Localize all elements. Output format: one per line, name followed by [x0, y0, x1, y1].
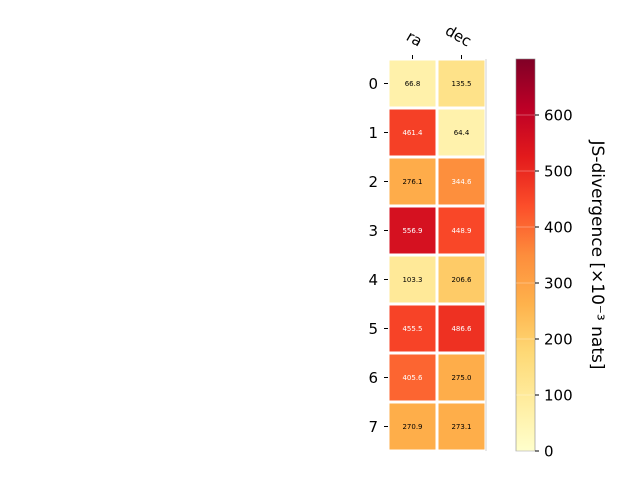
cell-value-label: 556.9: [402, 227, 422, 235]
cell-value-label: 270.9: [402, 423, 422, 431]
colorbar: 0 100 200 300 400 500 600 JS-divergence [×10⁻³…: [515, 58, 607, 461]
cell-value-label: 64.4: [454, 129, 470, 137]
colorbar-tick-label: 500: [544, 163, 573, 181]
colorbar-gradient: [515, 58, 536, 452]
colorbar-tick-label: 100: [544, 387, 573, 405]
y-tick-label: 0: [368, 75, 378, 93]
cell-value-label: 455.5: [402, 325, 422, 333]
cell-value-label: 135.5: [451, 80, 471, 88]
y-tick-label: 5: [368, 320, 378, 338]
heatmap-cell: [435, 253, 488, 306]
colorbar-ticks: 0 100 200 300 400 500 600: [516, 107, 573, 461]
colorbar-label: JS-divergence [×10⁻³ nats]: [587, 140, 607, 370]
y-tick-label: 1: [368, 124, 378, 142]
cell-value-label: 461.4: [402, 129, 423, 137]
cell-value-label: 206.6: [451, 276, 472, 284]
heatmap-cell: [435, 400, 488, 453]
x-tick-label: ra: [403, 27, 425, 50]
cell-value-label: 66.8: [405, 80, 421, 88]
cell-value-label: 486.6: [451, 325, 472, 333]
heatmap-grid: 66.8 135.5 461.4 64.4 276.1 344.6 556.9 448.9 10…: [386, 57, 488, 453]
colorbar-tick-label: 200: [544, 331, 573, 349]
y-tick-label: 2: [368, 173, 378, 191]
colorbar-tick-label: 0: [544, 443, 554, 461]
x-tick-label: dec: [442, 21, 474, 50]
heatmap-cell: [435, 204, 488, 257]
cell-value-label: 405.6: [402, 374, 423, 382]
cell-value-label: 273.1: [451, 423, 471, 431]
cell-value-label: 275.0: [451, 374, 471, 382]
y-tick-label: 3: [368, 222, 378, 240]
colorbar-tick-label: 400: [544, 219, 573, 237]
cell-value-label: 448.9: [451, 227, 471, 235]
colorbar-tick-label: 300: [544, 275, 573, 293]
y-tick-label: 4: [368, 271, 378, 289]
cell-value-label: 344.6: [451, 178, 472, 186]
cell-value-label: 276.1: [402, 178, 422, 186]
cell-value-label: 103.3: [402, 276, 422, 284]
y-tick-label: 7: [368, 418, 378, 436]
y-tick-label: 6: [368, 369, 378, 387]
colorbar-tick-label: 600: [544, 107, 573, 125]
